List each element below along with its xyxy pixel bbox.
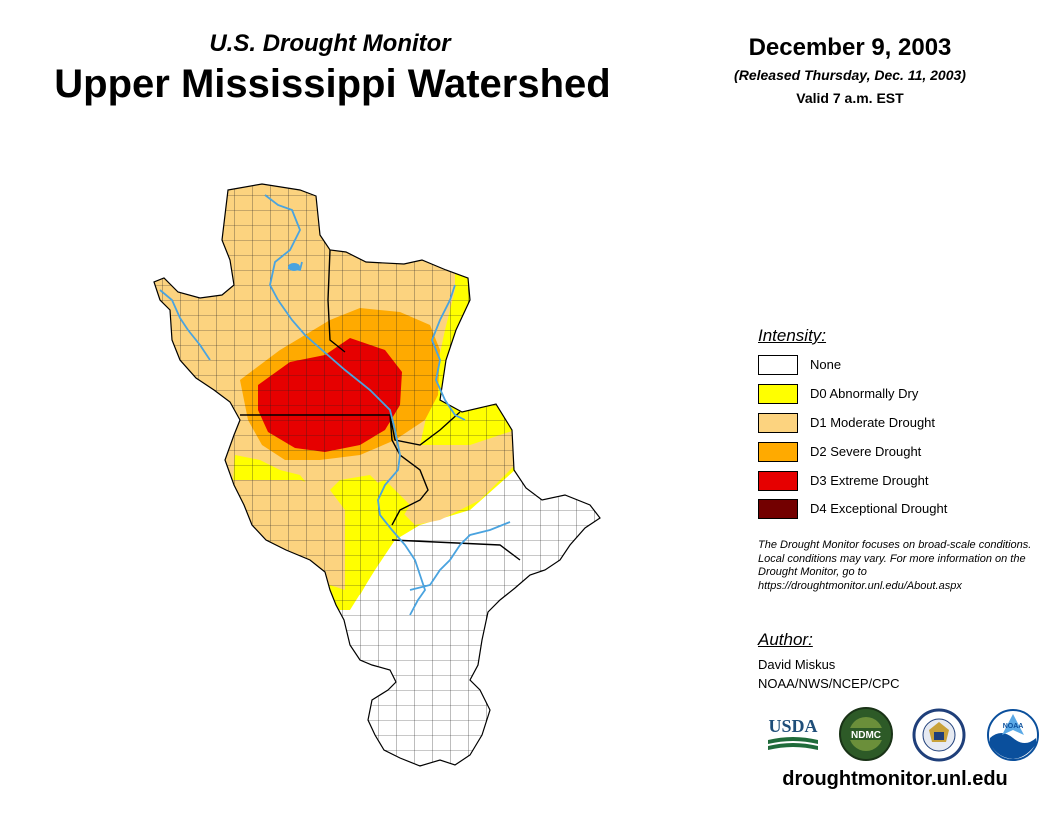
legend-swatch bbox=[758, 442, 798, 462]
legend-label: D0 Abnormally Dry bbox=[810, 386, 919, 401]
lake bbox=[288, 263, 300, 271]
disclaimer-text: The Drought Monitor focuses on broad-sca… bbox=[758, 539, 1032, 592]
noaa-logo-icon: NOAA bbox=[987, 709, 1039, 761]
legend-swatch bbox=[758, 471, 798, 491]
valid-time: Valid 7 a.m. EST bbox=[796, 90, 904, 106]
legend-label: D4 Exceptional Drought bbox=[810, 501, 948, 516]
legend-swatch bbox=[758, 413, 798, 433]
drought-map bbox=[153, 183, 601, 767]
watershed-outline bbox=[153, 183, 601, 767]
noaa-logo-text: NOAA bbox=[1003, 723, 1024, 730]
legend-label: D3 Extreme Drought bbox=[810, 473, 929, 488]
author-heading: Author: bbox=[758, 630, 813, 649]
ndmc-logo-icon: NDMC bbox=[839, 707, 893, 761]
legend-swatch bbox=[758, 355, 798, 375]
map-subtitle: U.S. Drought Monitor bbox=[209, 30, 451, 57]
map-date: December 9, 2003 bbox=[748, 34, 952, 61]
author-org: NOAA/NWS/NCEP/CPC bbox=[758, 676, 900, 691]
commerce-seal-icon bbox=[912, 708, 966, 762]
usda-logo-icon: USDA bbox=[768, 716, 818, 750]
usda-logo-text: USDA bbox=[768, 716, 817, 736]
county-grid bbox=[154, 184, 600, 766]
legend-label: None bbox=[810, 357, 842, 372]
state-borders bbox=[240, 249, 521, 561]
legend-swatch bbox=[758, 384, 798, 404]
legend-title: Intensity: bbox=[758, 326, 827, 345]
legend-label: D2 Severe Drought bbox=[810, 444, 922, 459]
map-title: Upper Mississippi Watershed bbox=[54, 62, 611, 106]
website-link[interactable]: droughtmonitor.unl.edu bbox=[782, 768, 1008, 790]
legend-swatch bbox=[758, 499, 798, 519]
ndmc-logo-text: NDMC bbox=[851, 730, 881, 741]
release-note: (Released Thursday, Dec. 11, 2003) bbox=[734, 67, 966, 83]
legend-label: D1 Moderate Drought bbox=[810, 415, 936, 430]
author-name: David Miskus bbox=[758, 657, 836, 672]
